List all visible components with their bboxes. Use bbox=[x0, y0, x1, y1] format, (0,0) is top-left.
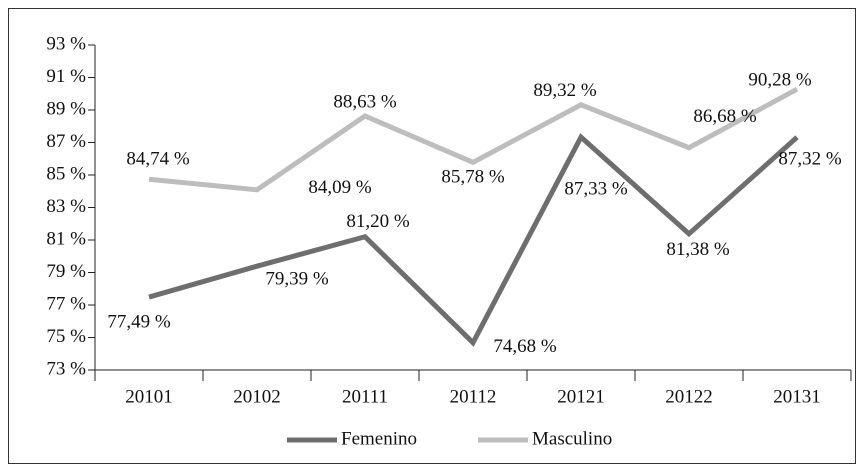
data-label: 81,20 % bbox=[346, 211, 410, 232]
y-tick-label: 83 % bbox=[46, 196, 86, 217]
data-label: 87,33 % bbox=[564, 178, 628, 199]
data-label: 84,09 % bbox=[308, 177, 372, 198]
y-tick-label: 87 % bbox=[46, 131, 86, 152]
y-tick-label: 93 % bbox=[46, 33, 86, 54]
y-tick-label: 85 % bbox=[46, 163, 86, 184]
y-tick-label: 75 % bbox=[46, 326, 86, 347]
y-tick-label: 91 % bbox=[46, 66, 86, 87]
series-line bbox=[148, 133, 799, 347]
data-label: 79,39 % bbox=[265, 269, 329, 290]
x-tick-label: 20102 bbox=[233, 386, 281, 407]
legend-label: Femenino bbox=[341, 428, 417, 449]
x-tick-label: 20101 bbox=[125, 386, 173, 407]
data-label: 86,68 % bbox=[693, 106, 757, 127]
x-tick-label: 20111 bbox=[342, 386, 388, 407]
x-tick-label: 20112 bbox=[450, 386, 497, 407]
y-tick-label: 79 % bbox=[46, 261, 86, 282]
data-label: 87,32 % bbox=[778, 149, 842, 170]
legend-label: Masculino bbox=[532, 428, 612, 449]
y-tick-label: 89 % bbox=[46, 98, 86, 119]
data-label: 77,49 % bbox=[107, 311, 171, 332]
y-tick-label: 73 % bbox=[46, 358, 86, 379]
data-label: 88,63 % bbox=[333, 91, 397, 112]
y-tick-label: 77 % bbox=[46, 293, 86, 314]
series-line bbox=[148, 87, 799, 193]
data-label: 74,68 % bbox=[493, 336, 557, 357]
data-label: 90,28 % bbox=[748, 70, 812, 91]
chart-frame bbox=[8, 8, 856, 464]
data-label: 81,38 % bbox=[666, 239, 730, 260]
data-label: 84,74 % bbox=[126, 149, 190, 170]
y-tick-label: 81 % bbox=[46, 228, 86, 249]
x-tick-label: 20121 bbox=[557, 386, 605, 407]
x-tick-label: 20131 bbox=[773, 386, 821, 407]
data-label: 89,32 % bbox=[533, 80, 597, 101]
data-label: 85,78 % bbox=[441, 167, 505, 188]
x-tick-label: 20122 bbox=[665, 386, 713, 407]
